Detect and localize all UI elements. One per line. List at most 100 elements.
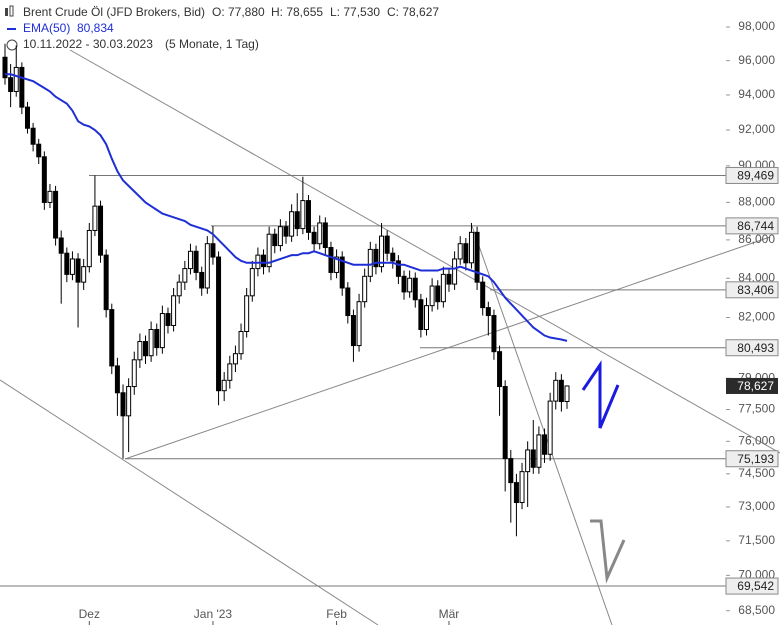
- candle-body: [513, 482, 519, 504]
- y-tick-label: 82,000: [738, 310, 775, 324]
- candle-body: [171, 295, 177, 326]
- candle-body: [457, 243, 463, 260]
- candle-body: [272, 233, 278, 247]
- candle-body: [418, 299, 424, 330]
- level-label: 83,406: [737, 283, 774, 297]
- candle-body: [126, 386, 132, 417]
- candle-body: [350, 315, 356, 347]
- legend-label: EMA(50): [23, 21, 70, 35]
- candle-body: [485, 307, 491, 317]
- candle-body: [334, 256, 340, 273]
- candle-body: [86, 229, 92, 268]
- candle-body: [300, 200, 306, 230]
- level-label: 89,469: [737, 169, 774, 183]
- candle-body: [143, 341, 148, 357]
- y-tick-label: 88,000: [738, 195, 775, 209]
- candle-body: [103, 254, 109, 311]
- candle-body: [542, 434, 548, 455]
- candle-body: [356, 301, 362, 347]
- candle-body: [249, 268, 255, 297]
- candle-body: [424, 305, 429, 330]
- level-box: [725, 450, 779, 468]
- trend-line: [69, 49, 780, 454]
- candle-body: [463, 243, 469, 264]
- candle-body: [536, 434, 542, 468]
- candle-body: [379, 235, 385, 268]
- level-box: [725, 577, 779, 595]
- y-tick-label: 74,500: [738, 466, 775, 480]
- candle-body: [19, 66, 25, 108]
- level-box: [725, 217, 779, 235]
- candle-body: [525, 449, 531, 473]
- clock-icon: [6, 39, 18, 51]
- level-box: [725, 166, 779, 184]
- y-tick-label: 73,000: [738, 499, 775, 513]
- candle-body: [159, 313, 165, 349]
- candle-body: [452, 258, 458, 285]
- candle-body: [289, 211, 295, 237]
- candle-body: [75, 258, 81, 283]
- y-tick-label: 92,000: [738, 122, 775, 136]
- ema-line: [5, 73, 568, 342]
- candle-body: [440, 273, 446, 303]
- candle-body: [491, 315, 497, 353]
- candle-body: [154, 328, 160, 349]
- candle-body: [547, 400, 553, 455]
- candle-body: [36, 143, 42, 158]
- candle-body: [395, 260, 401, 277]
- candle-body: [519, 471, 525, 504]
- candle-body: [109, 309, 115, 367]
- x-tick-label: Dez: [79, 607, 100, 621]
- y-tick-label: 76,000: [738, 434, 775, 448]
- ohlc-stat: O: 77,880: [212, 5, 265, 19]
- candle-body: [530, 449, 536, 468]
- candle-body: [165, 313, 171, 326]
- candle-body: [390, 252, 396, 262]
- candle-body: [182, 268, 188, 283]
- candle-body: [13, 66, 19, 92]
- candle-body: [204, 243, 210, 289]
- candle-body: [345, 287, 351, 317]
- trend-line: [0, 379, 379, 625]
- header: Brent Crude Öl (JFD Brokers, Bid) O: 77,…: [5, 5, 439, 51]
- candle-body: [322, 222, 328, 249]
- candle-body: [187, 250, 193, 270]
- candle-body: [244, 295, 250, 332]
- candle-body: [176, 281, 182, 297]
- candle-body: [339, 256, 345, 289]
- candle-body: [283, 226, 289, 237]
- candle-body: [362, 275, 368, 303]
- candle-body: [131, 359, 137, 388]
- candle-body: [114, 365, 120, 394]
- x-tick-label: Jan '23: [194, 607, 233, 621]
- candle-body: [238, 330, 244, 355]
- candle-body: [47, 190, 53, 203]
- y-tick-label: 96,000: [738, 53, 775, 67]
- trend-line: [471, 225, 613, 625]
- candle-body: [401, 275, 407, 293]
- candle-body: [328, 247, 334, 273]
- last-price-label: 78,627: [737, 379, 774, 393]
- candle-body: [58, 237, 64, 254]
- ohlc-stat: H: 78,655: [271, 5, 323, 19]
- forecast-arrow: [581, 360, 620, 429]
- level-label: 86,744: [737, 219, 774, 233]
- level-box: [725, 339, 779, 357]
- candle-body: [2, 56, 8, 79]
- level-label: 69,542: [737, 579, 774, 593]
- level-box: [725, 281, 779, 299]
- candle-body: [8, 77, 14, 92]
- candle-body: [384, 235, 390, 254]
- level-label: 80,493: [737, 341, 774, 355]
- candle-body: [24, 106, 30, 129]
- candle-body: [367, 248, 373, 277]
- y-tick-label: 71,500: [738, 533, 775, 547]
- candle-body: [41, 156, 47, 203]
- candle-body: [261, 254, 267, 268]
- level-label: 75,193: [737, 452, 774, 466]
- candle-body: [294, 211, 300, 230]
- candle-body: [277, 226, 283, 247]
- candle-body: [564, 385, 570, 403]
- candle-body: [69, 258, 75, 275]
